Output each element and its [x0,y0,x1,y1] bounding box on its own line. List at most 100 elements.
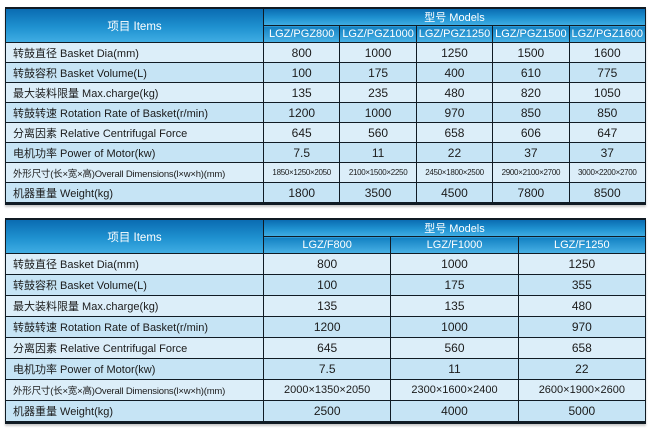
row-label: 外形尺寸(长×宽×高)Overall Dimensions(l×w×h)(mm) [5,162,264,183]
value-cell: 658 [415,122,494,143]
table-row: 分离因素 Relative Centrifugal Force 645 560 658… [5,122,647,143]
value-cell: 7800 [492,182,570,204]
value-cell: 560 [339,122,417,143]
value-cell: 355 [517,274,647,296]
table-row: 外形尺寸(长×宽×高)Overall Dimensions(l×w×h)(mm)… [5,162,647,183]
value-cell: 2100×1500×2250 [339,162,417,183]
table-row: 转鼓转速 Rotation Rate of Basket(r/min) 1200 1… [5,316,647,338]
value-cell: 2600×1900×2600 [517,379,647,401]
row-label: 最大装料限量 Max.charge(kg) [5,295,264,317]
value-cell: 1200 [262,102,341,123]
model-column-header: LGZ/PGZ1000 [339,25,417,43]
row-label: 转鼓直径 Basket Dia(mm) [5,253,264,275]
model-names-row: LGZ/PGZ800 LGZ/PGZ1000 LGZ/PGZ1250 LGZ/PGZ1… [6,25,647,43]
row-label: 电机功率 Power of Motor(kw) [5,358,264,380]
value-cell: 100 [262,274,392,296]
spec-table-header: 项目 Items 型号 Models LGZ/F800 LGZ/F1000 LGZ/… [5,218,647,254]
table-row: 电机功率 Power of Motor(kw) 7.5 11 22 [5,358,647,380]
value-cell: 4000 [390,400,519,423]
models-header-cell: 型号 Models [263,218,646,237]
value-cell: 1850×1250×2050 [262,162,341,183]
value-cell: 2500 [262,400,392,423]
row-label: 机器重量 Weight(kg) [5,182,264,204]
model-column-header: LGZ/F1000 [390,236,519,254]
value-cell: 610 [492,62,570,83]
value-cell: 800 [262,42,341,63]
model-column-header: LGZ/PGZ1500 [492,25,570,43]
row-label: 转鼓转速 Rotation Rate of Basket(r/min) [5,316,264,338]
row-label: 转鼓容积 Basket Volume(L) [5,62,264,83]
value-cell: 3000×2200×2700 [568,162,647,183]
value-cell: 850 [568,102,647,123]
model-column-header: LGZ/F1250 [517,236,647,254]
value-cell: 1600 [568,42,647,63]
model-column-header: LGZ/PGZ1600 [568,25,647,43]
value-cell: 658 [517,337,647,359]
spec-table-header: 项目 Items 型号 Models LGZ/PGZ800 LGZ/PGZ1000… [5,7,647,43]
value-cell: 11 [390,358,519,380]
table-row: 最大装料限量 Max.charge(kg) 135 235 480 820 1050 [5,82,647,103]
table-row: 分离因素 Relative Centrifugal Force 645 560 658 [5,337,647,359]
value-cell: 647 [568,122,647,143]
value-cell: 970 [517,316,647,338]
value-cell: 970 [415,102,494,123]
row-label: 分离因素 Relative Centrifugal Force [5,337,264,359]
items-header-cell: 项目 Items [5,218,264,254]
models-header-row: 项目 Items 型号 Models [5,7,646,43]
value-cell: 22 [517,358,647,380]
value-cell: 480 [415,82,494,103]
row-label: 最大装料限量 Max.charge(kg) [5,82,264,103]
table-row: 电机功率 Power of Motor(kw) 7.5 11 22 37 37 [5,142,647,163]
value-cell: 8500 [568,182,647,204]
table-row: 机器重量 Weight(kg) 2500 4000 5000 [5,400,647,423]
value-cell: 7.5 [262,358,392,380]
value-cell: 480 [517,295,647,317]
row-label: 电机功率 Power of Motor(kw) [5,142,264,163]
row-label: 转鼓直径 Basket Dia(mm) [5,42,264,63]
value-cell: 1800 [262,182,341,204]
table-row: 转鼓直径 Basket Dia(mm) 800 1000 1250 [5,253,647,275]
value-cell: 800 [262,253,392,275]
row-label: 分离因素 Relative Centrifugal Force [5,122,264,143]
value-cell: 1000 [339,102,417,123]
value-cell: 7.5 [262,142,341,163]
value-cell: 135 [262,82,341,103]
value-cell: 1250 [415,42,494,63]
spec-table-body: 转鼓直径 Basket Dia(mm) 800 1000 1250 转鼓容积 Baske… [5,253,647,423]
value-cell: 606 [492,122,570,143]
value-cell: 1000 [390,316,519,338]
value-cell: 850 [492,102,570,123]
value-cell: 37 [568,142,647,163]
row-label: 转鼓转速 Rotation Rate of Basket(r/min) [5,102,264,123]
table-row: 机器重量 Weight(kg) 1800 3500 4500 7800 8500 [5,182,647,204]
value-cell: 3500 [339,182,417,204]
value-cell: 175 [390,274,519,296]
value-cell: 135 [390,295,519,317]
value-cell: 135 [262,295,392,317]
row-label: 外形尺寸(长×宽×高)Overall Dimensions(l×w×h)(mm) [5,379,264,401]
value-cell: 1200 [262,316,392,338]
spec-table-body: 转鼓直径 Basket Dia(mm) 800 1000 1250 1500 1600 转鼓… [5,42,647,204]
value-cell: 775 [568,62,647,83]
value-cell: 5000 [517,400,647,423]
value-cell: 11 [339,142,417,163]
value-cell: 175 [339,62,417,83]
value-cell: 22 [415,142,494,163]
row-label: 转鼓容积 Basket Volume(L) [5,274,264,296]
value-cell: 4500 [415,182,494,204]
table-row: 转鼓容积 Basket Volume(L) 100 175 355 [5,274,647,296]
value-cell: 1000 [339,42,417,63]
value-cell: 1050 [568,82,647,103]
table-row: 转鼓转速 Rotation Rate of Basket(r/min) 1200 1… [5,102,647,123]
value-cell: 1500 [492,42,570,63]
value-cell: 400 [415,62,494,83]
table-row: 最大装料限量 Max.charge(kg) 135 135 480 [5,295,647,317]
model-column-header: LGZ/PGZ800 [262,25,341,43]
value-cell: 100 [262,62,341,83]
value-cell: 2450×1800×2500 [415,162,494,183]
spec-table: 项目 Items 型号 Models LGZ/PGZ800 LGZ/PGZ1000… [5,7,647,205]
items-header-cell: 项目 Items [5,7,264,43]
value-cell: 1000 [390,253,519,275]
value-cell: 560 [390,337,519,359]
row-label: 机器重量 Weight(kg) [5,400,264,423]
